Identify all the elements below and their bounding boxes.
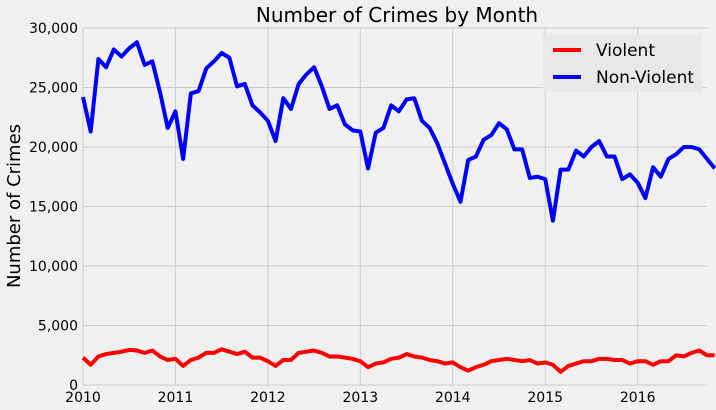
series-line-non-violent: [81, 40, 716, 223]
legend-box: [543, 35, 702, 92]
y-tick-label: 10,000: [29, 259, 78, 275]
y-tick-label: 5,000: [38, 319, 78, 335]
y-axis-label: Number of Crimes: [4, 124, 25, 288]
y-tick-label: 25,000: [29, 81, 78, 97]
y-tick-label: 30,000: [29, 21, 78, 37]
legend-label-violent: Violent: [596, 41, 655, 61]
legend: Violent Non-Violent: [543, 35, 702, 92]
series-line-violent: [81, 347, 715, 374]
y-tick-label: 15,000: [29, 200, 78, 216]
x-tick-label: 2013: [343, 390, 379, 406]
legend-label-non-violent: Non-Violent: [596, 68, 694, 88]
x-tick-label: 2012: [250, 390, 286, 406]
y-tick-label: 20,000: [29, 140, 78, 156]
x-tick-label: 2011: [158, 390, 194, 406]
x-tick-label: 2014: [435, 390, 471, 406]
x-axis-ticks: 2010 2011 2012 2013 2014 2015 2016: [65, 390, 655, 406]
x-tick-label: 2016: [620, 390, 656, 406]
y-axis-ticks: 0 5,000 10,000 15,000 20,000 25,000 30,000: [29, 21, 78, 394]
chart-title: Number of Crimes by Month: [256, 3, 538, 27]
y-tick-label: 0: [69, 378, 78, 394]
x-tick-label: 2015: [527, 390, 563, 406]
x-tick-label: 2010: [65, 390, 101, 406]
series-layer: [81, 40, 716, 374]
